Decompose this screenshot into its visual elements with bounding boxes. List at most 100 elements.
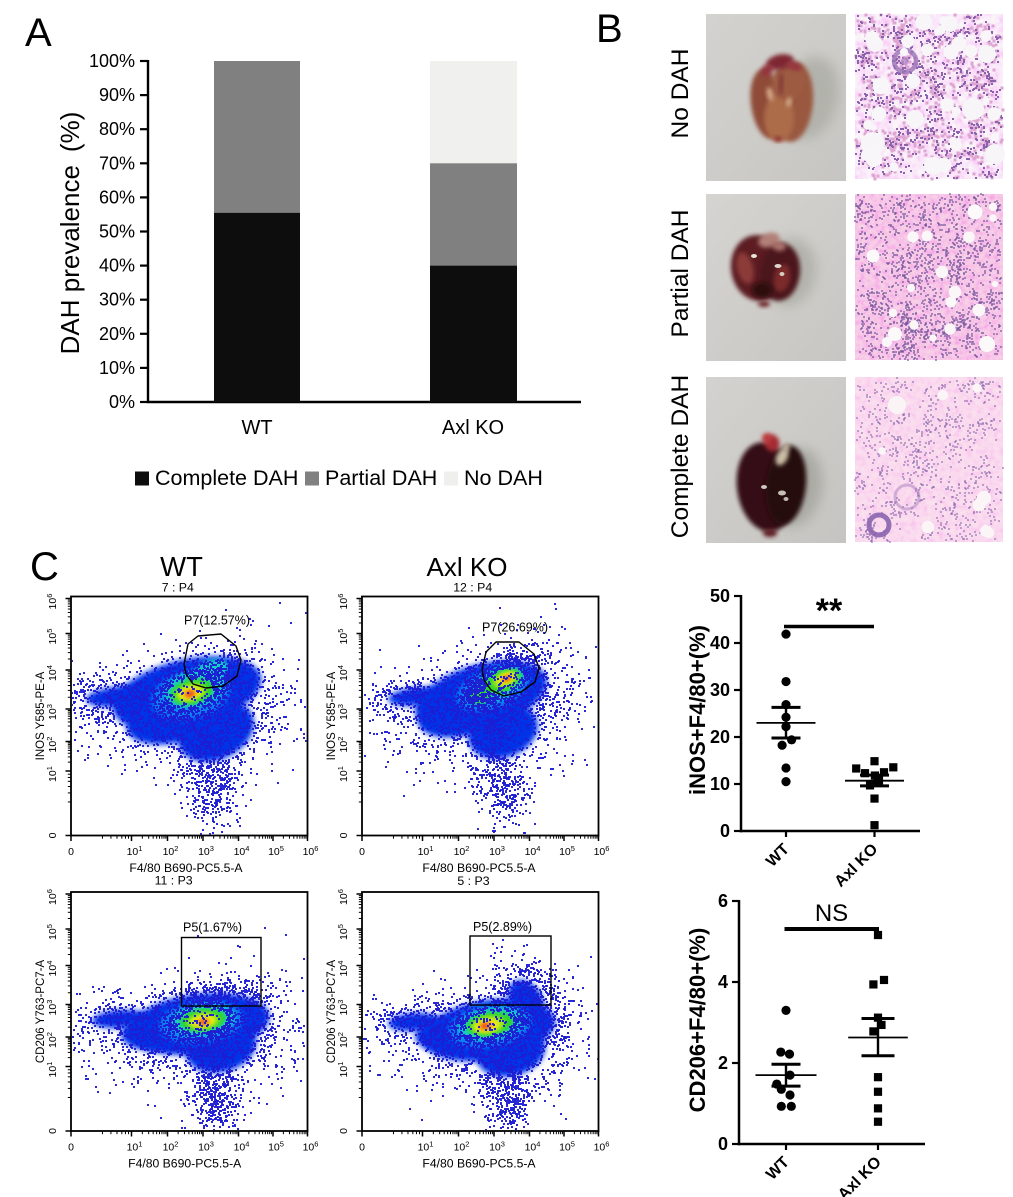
svg-text:INOS Y585-PE-A: INOS Y585-PE-A (326, 671, 338, 760)
svg-text:CD206+F4/80+(%): CD206+F4/80+(%) (685, 928, 710, 1113)
svg-text:102: 102 (163, 1140, 179, 1154)
svg-text:P5(2.89%): P5(2.89%) (473, 920, 532, 934)
svg-text:WT: WT (763, 1154, 793, 1184)
svg-text:103: 103 (489, 844, 505, 858)
svg-text:101: 101 (418, 844, 434, 858)
svg-text:50%: 50% (99, 222, 135, 242)
svg-text:No DAH: No DAH (667, 49, 694, 139)
svg-text:102: 102 (336, 1032, 350, 1048)
svg-text:101: 101 (127, 844, 143, 858)
svg-text:0: 0 (68, 1142, 74, 1154)
svg-text:NS: NS (815, 900, 848, 927)
svg-text:103: 103 (198, 844, 214, 858)
svg-text:106: 106 (594, 1140, 610, 1154)
svg-text:20: 20 (710, 727, 730, 747)
svg-text:B: B (596, 7, 623, 51)
svg-text:WT: WT (160, 551, 203, 582)
svg-text:0: 0 (47, 832, 59, 838)
svg-text:7 : P4: 7 : P4 (162, 580, 194, 594)
svg-text:Axl KO: Axl KO (832, 841, 882, 891)
svg-text:C: C (30, 545, 59, 589)
svg-text:12 : P4: 12 : P4 (453, 580, 492, 594)
svg-text:102: 102 (454, 1140, 470, 1154)
svg-text:F4/80 B690-PC5.5-A: F4/80 B690-PC5.5-A (128, 1157, 242, 1171)
svg-text:10: 10 (710, 774, 730, 794)
svg-text:0: 0 (718, 1134, 728, 1154)
svg-text:105: 105 (336, 629, 350, 645)
svg-text:40: 40 (710, 633, 730, 653)
svg-text:0%: 0% (109, 392, 135, 412)
svg-text:101: 101 (45, 1062, 59, 1078)
svg-text:106: 106 (336, 889, 350, 905)
svg-text:20%: 20% (99, 324, 135, 344)
svg-text:90%: 90% (99, 85, 135, 105)
svg-text:102: 102 (454, 844, 470, 858)
svg-text:106: 106 (594, 844, 610, 858)
svg-text:106: 106 (45, 889, 59, 905)
svg-text:106: 106 (303, 844, 319, 858)
svg-text:2: 2 (718, 1053, 728, 1073)
svg-text:104: 104 (45, 665, 59, 681)
svg-text:CD206 Y763-PC7-A: CD206 Y763-PC7-A (35, 959, 47, 1063)
svg-text:0: 0 (338, 1128, 350, 1134)
svg-text:WT: WT (763, 841, 793, 871)
svg-text:0: 0 (720, 821, 730, 841)
svg-text:Partial DAH: Partial DAH (325, 466, 437, 490)
svg-text:Axl KO: Axl KO (427, 552, 508, 582)
svg-text:4: 4 (718, 972, 728, 992)
svg-text:Axl KO: Axl KO (442, 417, 504, 439)
svg-text:P7(26.69%): P7(26.69%) (482, 621, 548, 635)
svg-text:105: 105 (268, 1140, 284, 1154)
svg-text:104: 104 (525, 1140, 541, 1154)
svg-text:Complete DAH: Complete DAH (667, 375, 694, 538)
svg-text:**: ** (816, 592, 843, 630)
svg-text:105: 105 (45, 924, 59, 940)
svg-text:102: 102 (45, 737, 59, 753)
svg-text:70%: 70% (99, 153, 135, 173)
svg-text:104: 104 (234, 844, 250, 858)
svg-text:103: 103 (489, 1140, 505, 1154)
svg-text:Partial DAH: Partial DAH (667, 210, 694, 338)
svg-text:103: 103 (45, 704, 59, 720)
svg-text:80%: 80% (99, 119, 135, 139)
svg-text:P7(12.57%): P7(12.57%) (184, 614, 250, 628)
svg-text:101: 101 (418, 1140, 434, 1154)
svg-text:106: 106 (336, 594, 350, 610)
svg-text:10%: 10% (99, 358, 135, 378)
svg-text:104: 104 (336, 961, 350, 977)
svg-text:101: 101 (127, 1140, 143, 1154)
svg-text:103: 103 (45, 1000, 59, 1016)
svg-text:104: 104 (234, 1140, 250, 1154)
svg-text:101: 101 (336, 766, 350, 782)
svg-text:A: A (25, 11, 52, 55)
svg-text:106: 106 (45, 594, 59, 610)
svg-text:106: 106 (303, 1140, 319, 1154)
svg-text:iNOS+F4/80+(%): iNOS+F4/80+(%) (685, 625, 710, 795)
svg-text:103: 103 (336, 704, 350, 720)
svg-text:40%: 40% (99, 256, 135, 276)
svg-text:105: 105 (559, 844, 575, 858)
svg-text:0: 0 (47, 1128, 59, 1134)
svg-text:No DAH: No DAH (464, 466, 543, 490)
svg-text:103: 103 (198, 1140, 214, 1154)
svg-text:105: 105 (336, 924, 350, 940)
svg-text:F4/80 B690-PC5.5-A: F4/80 B690-PC5.5-A (422, 861, 536, 875)
svg-text:105: 105 (559, 1140, 575, 1154)
svg-text:11 : P3: 11 : P3 (155, 873, 193, 887)
svg-text:Axl KO: Axl KO (835, 1154, 885, 1197)
svg-text:0: 0 (359, 846, 365, 858)
svg-text:102: 102 (45, 1032, 59, 1048)
svg-text:0: 0 (338, 832, 350, 838)
svg-text:30%: 30% (99, 290, 135, 310)
svg-text:101: 101 (336, 1062, 350, 1078)
svg-text:104: 104 (336, 665, 350, 681)
svg-text:WT: WT (241, 417, 272, 439)
svg-text:P5(1.67%): P5(1.67%) (183, 921, 242, 935)
svg-text:101: 101 (45, 766, 59, 782)
svg-text:103: 103 (336, 1000, 350, 1016)
svg-text:0: 0 (68, 846, 74, 858)
svg-text:105: 105 (45, 629, 59, 645)
svg-text:5 : P3: 5 : P3 (457, 874, 489, 888)
svg-text:F4/80 B690-PC5.5-A: F4/80 B690-PC5.5-A (422, 1157, 536, 1171)
svg-text:104: 104 (45, 961, 59, 977)
